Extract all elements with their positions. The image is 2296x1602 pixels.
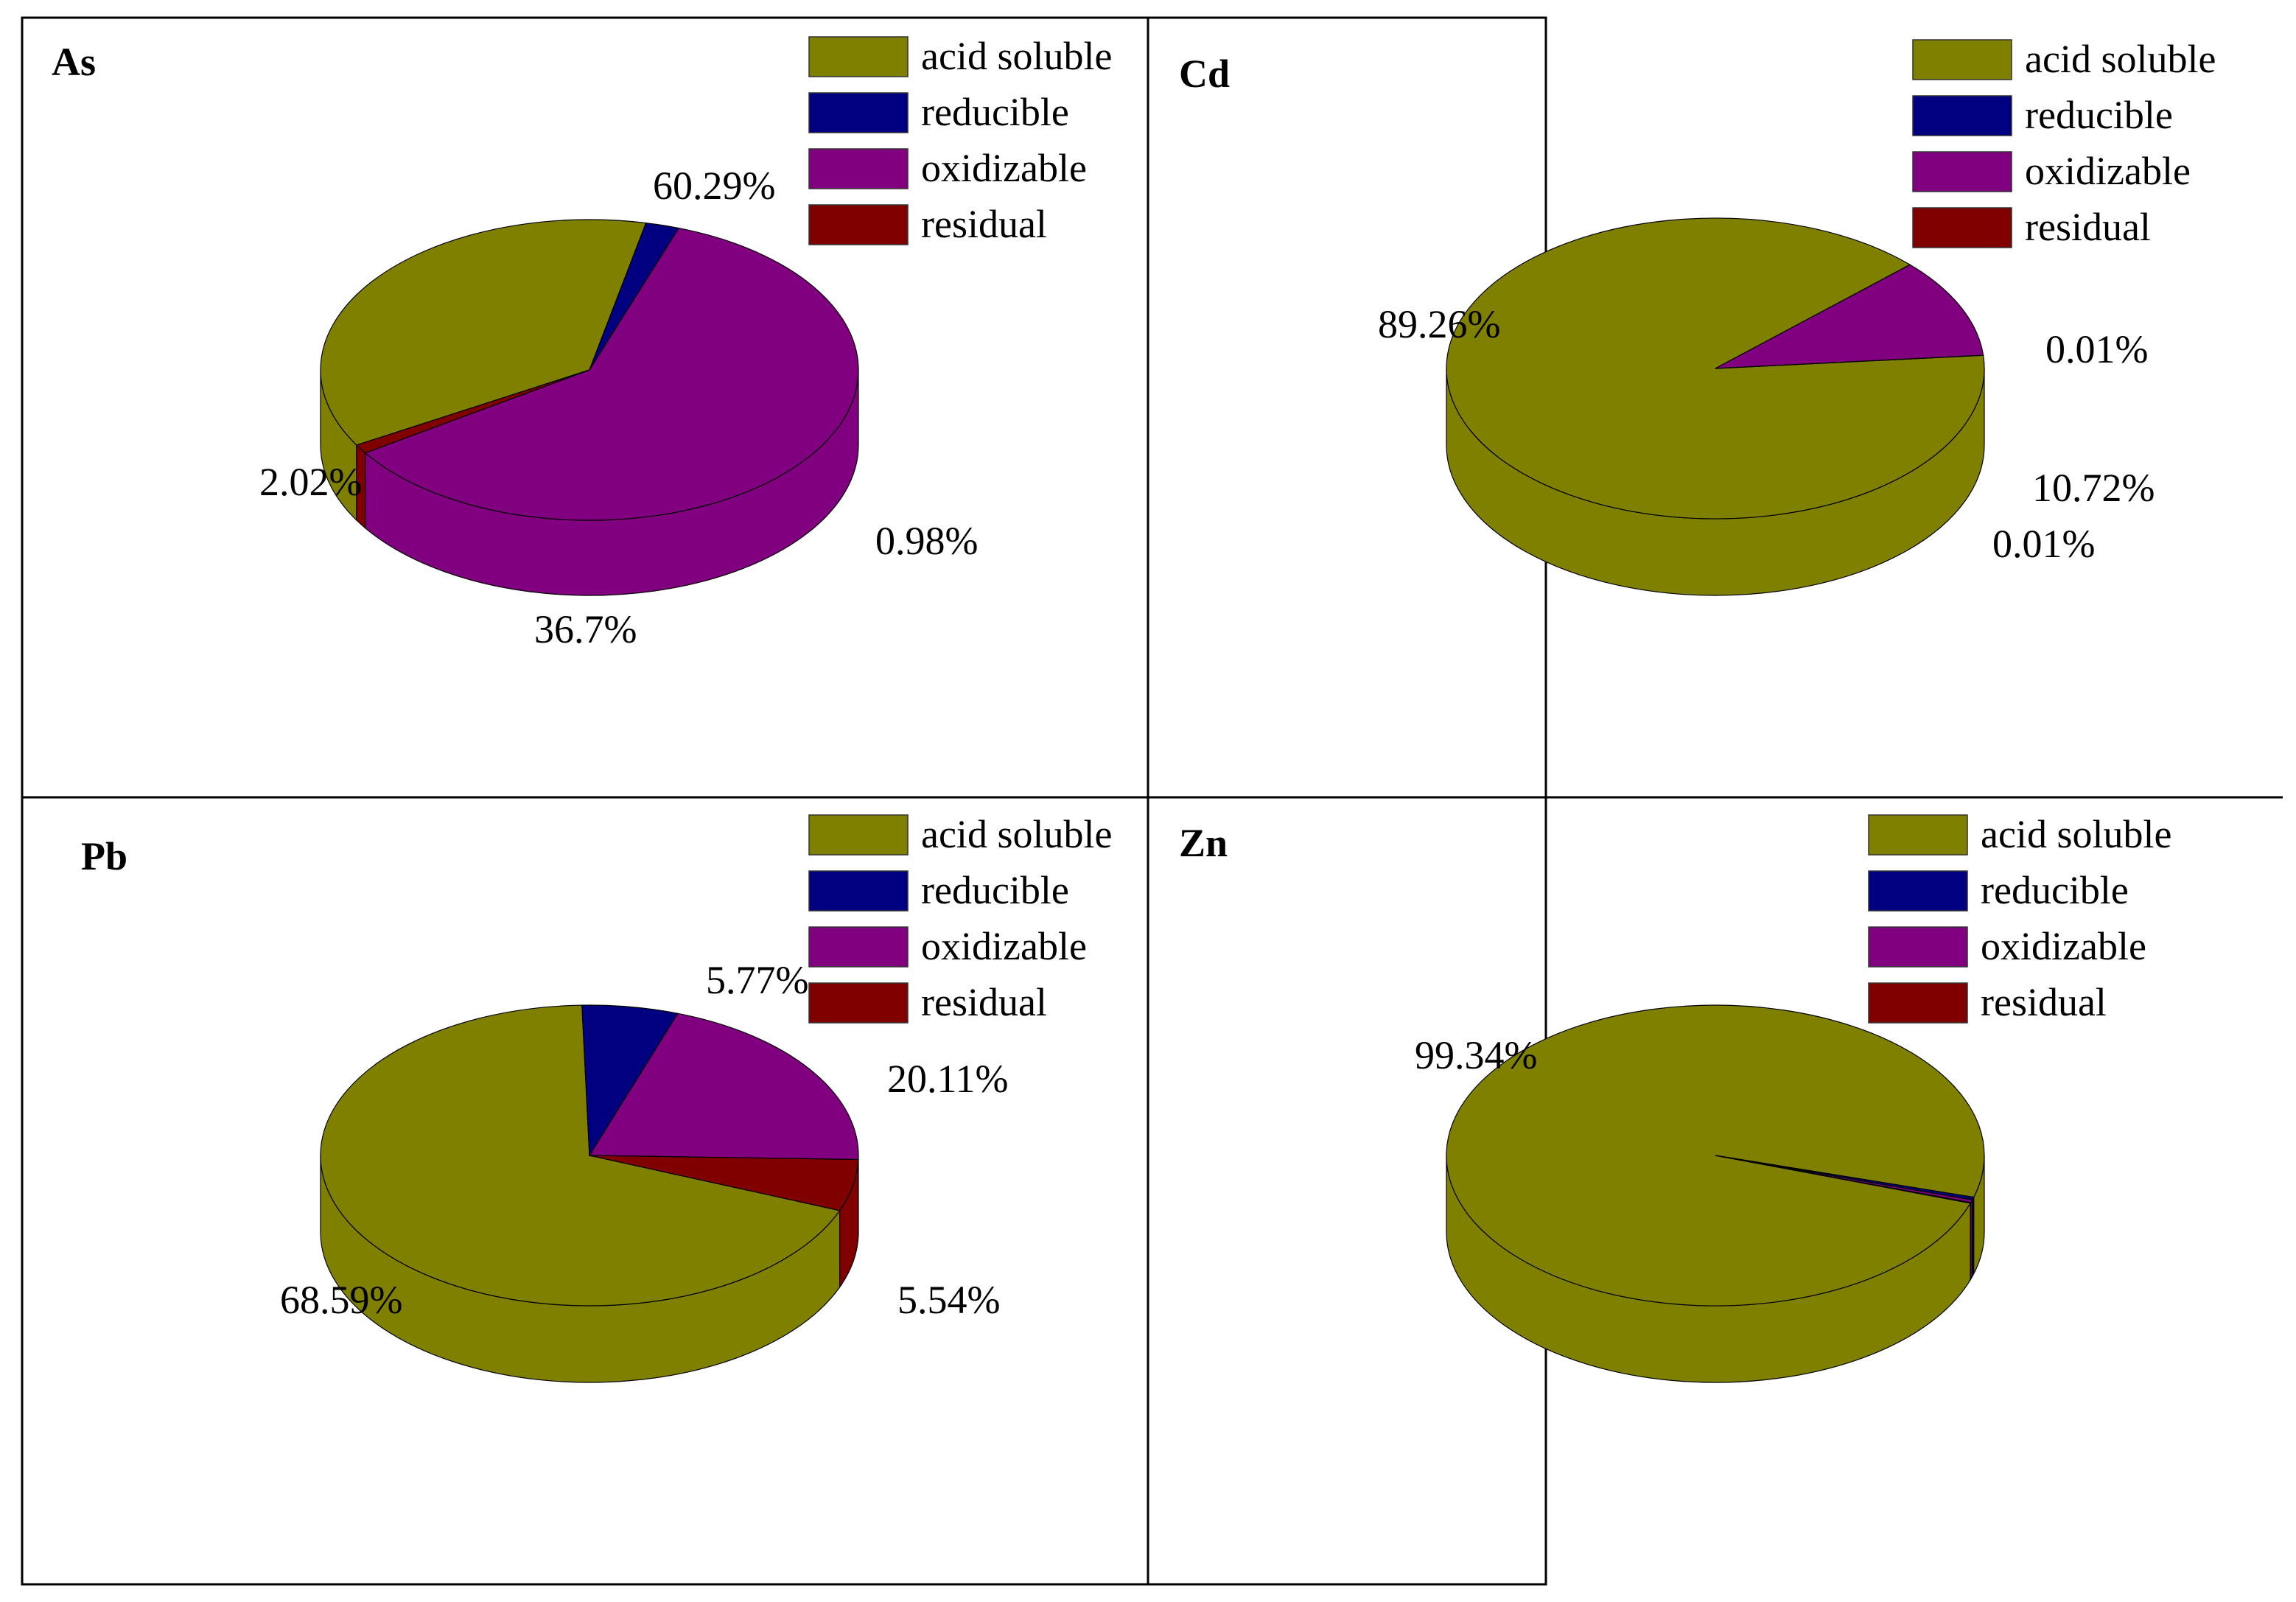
pie-panel-cd: Cd acid soluble reducible oxidizable residua… [1179,37,2216,596]
panel-title: Cd [1179,52,1230,96]
pie-top [1446,1004,1985,1307]
legend-label-oxidizable: oxidizable [921,146,1087,190]
legend-label-residual: residual [921,202,1047,246]
legend-swatch-residual [1868,982,1968,1024]
legend-swatch-reducible [808,92,909,133]
legend-label-oxidizable: oxidizable [921,924,1087,968]
legend-label-reducible: reducible [1981,868,2129,912]
slice-label-acid-soluble: 99.34% [1415,1033,1537,1077]
legend-swatch-oxidizable [1912,151,2012,192]
legend-label-residual: residual [2025,205,2151,249]
panel-title: Zn [1179,821,1228,865]
slice-label-reducible: 0.01% [2045,327,2148,371]
pie-sides [320,369,859,596]
legend-swatch-residual [808,982,909,1024]
pie-slice-residual [355,369,590,454]
slice-label-acid-soluble: 36.7% [534,607,637,651]
legend-swatch-reducible [1912,95,2012,136]
pie-slice-acid-soluble [1446,1004,1985,1307]
legend-swatch-acid-soluble [808,36,909,77]
pie-slice-residual [589,1155,859,1211]
legend-label-acid-soluble: acid soluble [2025,37,2216,81]
legend-swatch-reducible [808,870,909,912]
legend-label-reducible: reducible [2025,93,2173,137]
legend-swatch-oxidizable [808,148,909,189]
pie-slice-oxidizable [1715,264,1984,369]
pie-slice-oxidizable [588,1012,859,1161]
legend-swatch-acid-soluble [1912,39,2012,80]
legend-label-reducible: reducible [921,868,1069,912]
legend-swatch-oxidizable [808,926,909,968]
legend-swatch-acid-soluble [808,814,909,856]
legend-swatch-acid-soluble [1868,814,1968,856]
pie-slice-residual [1715,354,1984,369]
slice-label-residual: 0.01% [1992,522,2095,566]
legend-swatch-residual [808,204,909,245]
legend-label-acid-soluble: acid soluble [921,812,1112,856]
legend-label-oxidizable: oxidizable [2025,149,2191,193]
legend-label-residual: residual [921,980,1047,1024]
slice-label-residual: 0.98% [875,519,978,563]
legend-swatch-reducible [1868,870,1968,912]
pie-panel-as: As acid soluble reducible oxidizable residua… [52,34,1112,651]
pie-slice-oxidizable [364,227,859,521]
slice-label-acid-soluble: 89.26% [1378,302,1500,346]
legend-label-oxidizable: oxidizable [1981,924,2146,968]
slice-label-residual: 5.54% [897,1278,1000,1322]
slice-label-oxidizable: 10.72% [2032,466,2155,510]
pie-top [320,1004,859,1307]
pie-panel-pb: Pb acid soluble reducible oxidizable residua… [81,812,1112,1383]
pie-panel-zn: Zn acid soluble reducible oxidizable residua… [1179,812,2171,1383]
legend-label-residual: residual [1981,980,2107,1024]
legend-label-acid-soluble: acid soluble [921,34,1112,78]
pie-slice-acid-soluble [320,1004,841,1307]
panel-title: As [52,40,96,84]
pie-slice-reducible [581,1004,679,1157]
slice-label-acid-soluble: 68.59% [280,1278,402,1322]
legend-swatch-residual [1912,207,2012,248]
slice-label-oxidizable: 20.11% [887,1057,1008,1101]
pie-slice-acid-soluble [320,219,647,446]
figure-frame [21,16,1547,1586]
legend-label-reducible: reducible [921,90,1069,134]
legend-swatch-oxidizable [1868,926,1968,968]
legend-label-acid-soluble: acid soluble [1981,812,2171,856]
slice-label-reducible: 2.02% [259,460,362,504]
pie-top [320,219,859,521]
pie-slice-residual [1715,1155,1972,1204]
slice-label-reducible: 5.77% [706,958,808,1002]
panel-title: Pb [81,834,127,878]
slice-label-oxidizable: 60.29% [653,164,775,208]
pie-top [1446,217,1985,520]
